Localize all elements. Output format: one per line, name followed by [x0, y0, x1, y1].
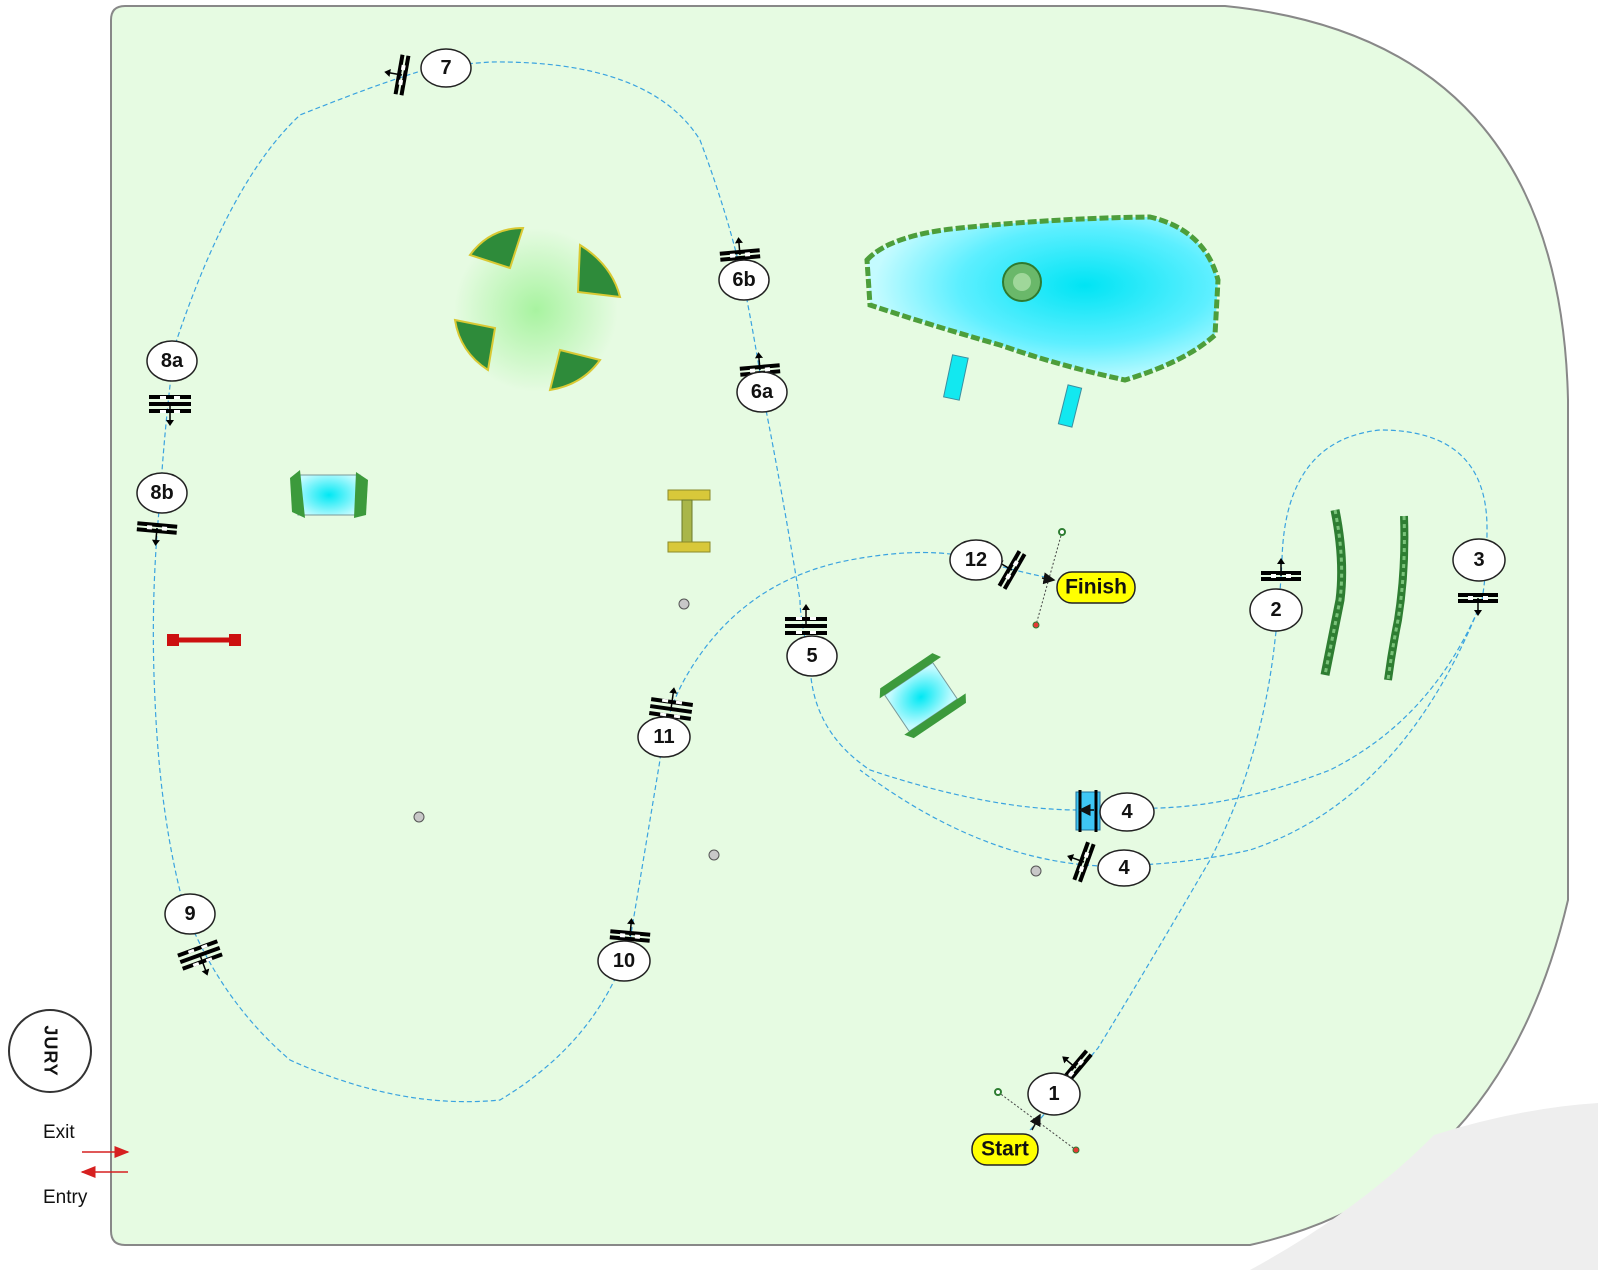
obstacle-number: 2 — [1249, 588, 1303, 632]
svg-text:6b: 6b — [732, 269, 755, 291]
finish-marker: Finish — [1056, 571, 1136, 604]
obstacle-number: 10 — [597, 940, 651, 982]
hill-wedges — [453, 226, 622, 392]
svg-text:8b: 8b — [150, 482, 173, 504]
hedge-right — [1384, 515, 1409, 681]
obstacle-number: 4 — [1097, 849, 1151, 887]
post-marker — [708, 849, 720, 861]
svg-text:Start: Start — [981, 1138, 1029, 1161]
obstacle-number: 11 — [637, 716, 691, 758]
pond — [864, 214, 1221, 383]
obstacle-number: 8a — [146, 340, 198, 382]
post-marker — [1030, 865, 1042, 877]
obstacle-number: 8b — [136, 472, 188, 514]
svg-text:11: 11 — [653, 726, 674, 748]
water-strip-left — [943, 354, 969, 401]
i-beam-obstacle — [667, 489, 711, 553]
svg-text:2: 2 — [1270, 599, 1281, 621]
obstacle-number: 12 — [949, 539, 1003, 581]
obstacle-number: 6b — [718, 259, 770, 301]
obstacle-number: 6a — [736, 371, 788, 413]
start-marker: Start — [971, 1133, 1039, 1166]
svg-text:4: 4 — [1121, 801, 1133, 823]
svg-text:4: 4 — [1118, 857, 1130, 879]
svg-text:3: 3 — [1473, 549, 1484, 571]
outer-area — [1250, 1103, 1598, 1270]
jury-box: JURY — [8, 1009, 92, 1093]
svg-text:10: 10 — [613, 950, 635, 972]
exit-label: Exit — [43, 1122, 75, 1143]
water-obstacle-center — [879, 653, 966, 739]
water-strip-right — [1057, 384, 1083, 428]
post-marker — [413, 811, 425, 823]
svg-text:6a: 6a — [751, 381, 774, 403]
svg-text:9: 9 — [184, 903, 195, 925]
svg-text:5: 5 — [806, 645, 817, 667]
finish-line — [1032, 528, 1066, 629]
post-marker — [678, 598, 690, 610]
svg-text:8a: 8a — [161, 350, 184, 372]
entry-label: Entry — [43, 1187, 88, 1208]
water-jump-4a — [1075, 790, 1101, 832]
arena-boundary — [110, 5, 1569, 1246]
water-obstacle-left — [290, 470, 368, 518]
obstacle-number: 4 — [1099, 792, 1155, 832]
svg-text:12: 12 — [965, 549, 987, 571]
red-rail — [167, 634, 241, 646]
obstacle-number: 9 — [164, 893, 216, 935]
obstacle-number: 5 — [786, 635, 838, 677]
start-line — [994, 1088, 1080, 1154]
svg-text:Finish: Finish — [1065, 576, 1127, 599]
hedge-left — [1320, 509, 1347, 676]
obstacle-number: 7 — [420, 48, 472, 88]
jury-label: JURY — [40, 1025, 61, 1077]
obstacle-number: 3 — [1452, 538, 1506, 582]
svg-text:7: 7 — [440, 57, 451, 79]
obstacle-number: 1 — [1027, 1072, 1081, 1116]
svg-text:1: 1 — [1048, 1083, 1059, 1105]
